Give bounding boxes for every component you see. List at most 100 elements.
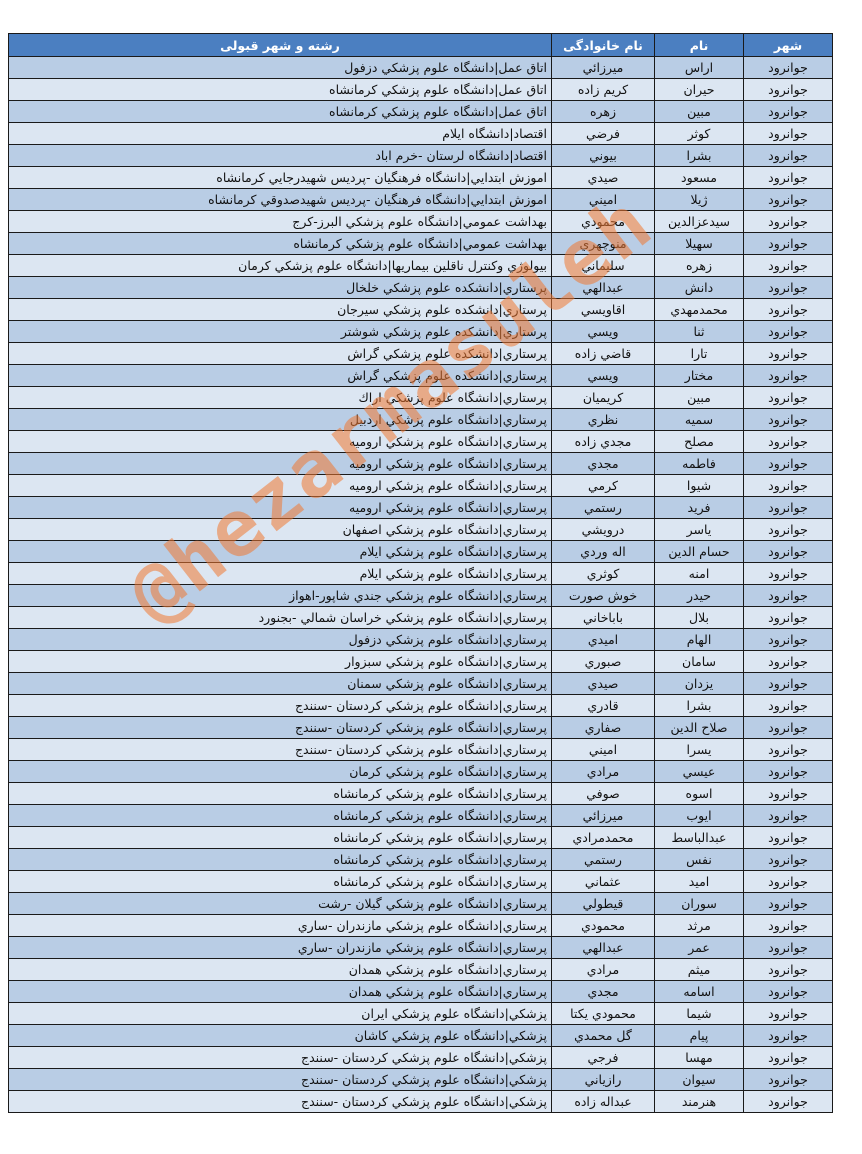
cell-major: پرستاري|دانشكده علوم پزشكي گراش: [8, 364, 552, 387]
table-row: جوانرود سيوان رازياني پزشكي|دانشگاه علوم پز…: [8, 1068, 833, 1091]
cell-name: دانش: [654, 276, 744, 299]
cell-major: بيولوژي وكنترل ناقلين بيماريها|دانشگاه ع…: [8, 254, 552, 277]
cell-name: بشرا: [654, 694, 744, 717]
header-name: نام: [654, 33, 744, 57]
cell-name: بلال: [654, 606, 744, 629]
cell-major: پرستاري|دانشگاه علوم پزشكي ايلام: [8, 562, 552, 585]
cell-city: جوانرود: [743, 650, 833, 673]
cell-major: پزشكي|دانشگاه علوم پزشكي كردستان -سنندج: [8, 1068, 552, 1091]
cell-name: بشرا: [654, 144, 744, 167]
table-row: جوانرود عبدالباسط محمدمرادي پرستاري|دانشگاه…: [8, 826, 833, 849]
table-row: جوانرود ميثم مرادي پرستاري|دانشگاه علوم پزش…: [8, 958, 833, 981]
cell-major: پرستاري|دانشگاه علوم پزشكي كرمانشاه: [8, 826, 552, 849]
cell-city: جوانرود: [743, 100, 833, 123]
cell-city: جوانرود: [743, 848, 833, 871]
cell-family: كوثري: [551, 562, 655, 585]
cell-name: امنه: [654, 562, 744, 585]
cell-family: صيدي: [551, 166, 655, 189]
table-row: جوانرود شيما محمودي يكتا پزشكي|دانشگاه علوم…: [8, 1002, 833, 1025]
table-row: جوانرود مهسا فرجي پزشكي|دانشگاه علوم پزشكي …: [8, 1046, 833, 1069]
cell-major: پرستاري|دانشگاه علوم پزشكي اصفهان: [8, 518, 552, 541]
cell-name: حيدر: [654, 584, 744, 607]
table-row: جوانرود صلاح الدين صفاري پرستاري|دانشگاه عل…: [8, 716, 833, 739]
cell-name: مصلح: [654, 430, 744, 453]
table-row: جوانرود امنه كوثري پرستاري|دانشگاه علوم پزش…: [8, 562, 833, 585]
table-body: جوانرود اراس ميرزائي اتاق عمل|دانشگاه علوم …: [8, 56, 833, 1113]
cell-family: رستمي: [551, 848, 655, 871]
cell-city: جوانرود: [743, 914, 833, 937]
cell-city: جوانرود: [743, 364, 833, 387]
cell-major: پرستاري|دانشگاه علوم پزشكي كرمان: [8, 760, 552, 783]
cell-city: جوانرود: [743, 540, 833, 563]
table-row: جوانرود سهيلا منوچهري بهداشت عمومي|دانشگاه …: [8, 232, 833, 255]
cell-family: سليماني: [551, 254, 655, 277]
cell-major: اقتصاد|دانشگاه ايلام: [8, 122, 552, 145]
table-row: جوانرود ژيلا اميني اموزش ابتدايي|دانشگاه فر…: [8, 188, 833, 211]
cell-family: اميدي: [551, 628, 655, 651]
cell-name: اسامه: [654, 980, 744, 1003]
cell-family: كرمي: [551, 474, 655, 497]
cell-family: مرادي: [551, 958, 655, 981]
header-row: شهر نام نام خانوادگی رشته و شهر قبولی: [8, 33, 833, 57]
cell-family: اميني: [551, 188, 655, 211]
cell-major: پزشكي|دانشگاه علوم پزشكي كردستان -سنندج: [8, 1090, 552, 1113]
table-row: جوانرود يزدان صيدي پرستاري|دانشگاه علوم پزش…: [8, 672, 833, 695]
cell-major: پرستاري|دانشگاه علوم پزشكي مازندران -سار…: [8, 914, 552, 937]
cell-name: شيوا: [654, 474, 744, 497]
cell-name: ياسر: [654, 518, 744, 541]
cell-major: پرستاري|دانشكده علوم پزشكي سيرجان: [8, 298, 552, 321]
cell-name: ميثم: [654, 958, 744, 981]
cell-name: كوثر: [654, 122, 744, 145]
cell-city: جوانرود: [743, 496, 833, 519]
cell-city: جوانرود: [743, 870, 833, 893]
cell-major: پزشكي|دانشگاه علوم پزشكي كردستان -سنندج: [8, 1046, 552, 1069]
cell-city: جوانرود: [743, 254, 833, 277]
cell-major: پرستاري|دانشگاه علوم پزشكي گيلان -رشت: [8, 892, 552, 915]
cell-name: يسرا: [654, 738, 744, 761]
cell-city: جوانرود: [743, 1046, 833, 1069]
cell-name: اميد: [654, 870, 744, 893]
cell-city: جوانرود: [743, 342, 833, 365]
table-row: جوانرود شيوا كرمي پرستاري|دانشگاه علوم پزشك…: [8, 474, 833, 497]
cell-major: پرستاري|دانشگاه علوم پزشكي اروميه: [8, 474, 552, 497]
cell-major: پرستاري|دانشگاه علوم پزشكي كردستان -سنند…: [8, 694, 552, 717]
table-row: جوانرود سيدعزالدين محمودي بهداشت عمومي|دانش…: [8, 210, 833, 233]
admissions-table: شهر نام نام خانوادگی رشته و شهر قبولی جو…: [8, 33, 833, 1113]
cell-family: صفاري: [551, 716, 655, 739]
table-row: جوانرود اميد عثماني پرستاري|دانشگاه علوم پز…: [8, 870, 833, 893]
cell-city: جوانرود: [743, 980, 833, 1003]
cell-name: محمدمهدي: [654, 298, 744, 321]
table-row: جوانرود فريد رستمي پرستاري|دانشگاه علوم پزش…: [8, 496, 833, 519]
cell-name: حسام الدين: [654, 540, 744, 563]
table-row: جوانرود اراس ميرزائي اتاق عمل|دانشگاه علوم …: [8, 56, 833, 79]
cell-family: درويشي: [551, 518, 655, 541]
cell-major: پرستاري|دانشگاه علوم پزشكي جندي شاپور-اه…: [8, 584, 552, 607]
cell-major: بهداشت عمومي|دانشگاه علوم پزشكي كرمانشاه: [8, 232, 552, 255]
table-row: جوانرود مبين كريميان پرستاري|دانشگاه علوم پ…: [8, 386, 833, 409]
cell-city: جوانرود: [743, 782, 833, 805]
cell-major: پرستاري|دانشگاه علوم پزشكي اروميه: [8, 496, 552, 519]
cell-name: عيسي: [654, 760, 744, 783]
cell-city: جوانرود: [743, 936, 833, 959]
table-row: جوانرود دانش عبدالهي پرستاري|دانشكده علوم پ…: [8, 276, 833, 299]
cell-family: فرجي: [551, 1046, 655, 1069]
table-row: جوانرود پيام گل محمدي پزشكي|دانشگاه علوم پز…: [8, 1024, 833, 1047]
cell-city: جوانرود: [743, 78, 833, 101]
cell-name: زهره: [654, 254, 744, 277]
cell-family: خوش صورت: [551, 584, 655, 607]
cell-major: پرستاري|دانشگاه علوم پزشكي همدان: [8, 980, 552, 1003]
cell-city: جوانرود: [743, 386, 833, 409]
cell-city: جوانرود: [743, 694, 833, 717]
cell-city: جوانرود: [743, 1090, 833, 1113]
cell-major: پزشكي|دانشگاه علوم پزشكي ايران: [8, 1002, 552, 1025]
table-row: جوانرود نفس رستمي پرستاري|دانشگاه علوم پزشك…: [8, 848, 833, 871]
cell-family: زهره: [551, 100, 655, 123]
cell-major: بهداشت عمومي|دانشگاه علوم پزشكي البرز-كر…: [8, 210, 552, 233]
cell-major: پرستاري|دانشكده علوم پزشكي خلخال: [8, 276, 552, 299]
cell-city: جوانرود: [743, 188, 833, 211]
cell-family: محمودي: [551, 914, 655, 937]
cell-major: پرستاري|دانشگاه علوم پزشكي كردستان -سنند…: [8, 738, 552, 761]
cell-name: پيام: [654, 1024, 744, 1047]
cell-family: نظري: [551, 408, 655, 431]
cell-name: هنرمند: [654, 1090, 744, 1113]
